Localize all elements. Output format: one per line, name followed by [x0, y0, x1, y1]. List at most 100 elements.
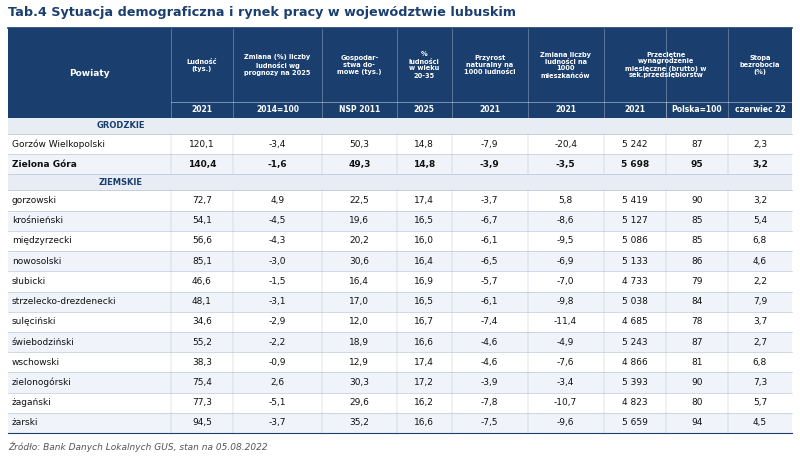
Text: 16,4: 16,4	[350, 277, 370, 286]
Text: 16,0: 16,0	[414, 237, 434, 245]
Text: 75,4: 75,4	[192, 378, 212, 387]
Text: -0,9: -0,9	[269, 358, 286, 367]
Bar	[8, 372, 792, 393]
Text: 2025: 2025	[414, 106, 434, 114]
Text: 18,9: 18,9	[350, 338, 370, 346]
Text: 120,1: 120,1	[189, 140, 214, 149]
Text: NSP 2011: NSP 2011	[338, 106, 380, 114]
Text: 90: 90	[691, 378, 702, 387]
Text: -5,1: -5,1	[269, 398, 286, 407]
Text: -1,5: -1,5	[269, 277, 286, 286]
Text: 2,2: 2,2	[753, 277, 767, 286]
Text: -7,8: -7,8	[481, 398, 498, 407]
Text: 34,6: 34,6	[192, 317, 212, 326]
Text: Ludność
(tys.): Ludność (tys.)	[186, 58, 217, 71]
Text: 5 242: 5 242	[622, 140, 647, 149]
Bar	[8, 118, 792, 134]
Bar	[8, 352, 792, 372]
Text: krośnieński: krośnieński	[12, 216, 63, 225]
Text: 6,8: 6,8	[753, 358, 767, 367]
Text: nowosolski: nowosolski	[12, 257, 62, 266]
Text: Przeciętne
wynagrodzenie
miesięczne (brutto) w
sek.przedsiębiorstw: Przeciętne wynagrodzenie miesięczne (bru…	[625, 51, 706, 79]
Text: 87: 87	[691, 140, 702, 149]
Text: -7,5: -7,5	[481, 419, 498, 427]
Text: słubicki: słubicki	[12, 277, 46, 286]
Text: 5 086: 5 086	[622, 237, 647, 245]
Text: 2021: 2021	[479, 106, 500, 114]
Text: 17,4: 17,4	[414, 196, 434, 205]
Text: -6,7: -6,7	[481, 216, 498, 225]
Text: -3,7: -3,7	[269, 419, 286, 427]
Text: 6,8: 6,8	[753, 237, 767, 245]
Text: 17,2: 17,2	[414, 378, 434, 387]
Bar	[8, 393, 792, 413]
Text: -7,6: -7,6	[557, 358, 574, 367]
Text: zielonogórski: zielonogórski	[12, 378, 72, 387]
Text: -3,9: -3,9	[480, 160, 499, 169]
Text: -4,3: -4,3	[269, 237, 286, 245]
Text: -3,5: -3,5	[556, 160, 575, 169]
Text: 56,6: 56,6	[192, 237, 212, 245]
Text: czerwiec 22: czerwiec 22	[734, 106, 786, 114]
Text: 4 823: 4 823	[622, 398, 647, 407]
Text: 7,9: 7,9	[753, 297, 767, 306]
Text: 2,7: 2,7	[753, 338, 767, 346]
Text: -9,6: -9,6	[557, 419, 574, 427]
Text: -6,9: -6,9	[557, 257, 574, 266]
Text: 4,5: 4,5	[753, 419, 767, 427]
Text: 5 393: 5 393	[622, 378, 647, 387]
Text: 48,1: 48,1	[192, 297, 212, 306]
Text: 16,9: 16,9	[414, 277, 434, 286]
Text: 38,3: 38,3	[192, 358, 212, 367]
Text: 35,2: 35,2	[350, 419, 370, 427]
Text: 4 866: 4 866	[622, 358, 647, 367]
Text: 17,4: 17,4	[414, 358, 434, 367]
Text: 87: 87	[691, 338, 702, 346]
Text: 12,9: 12,9	[350, 358, 370, 367]
Text: 95: 95	[690, 160, 703, 169]
Text: 16,6: 16,6	[414, 338, 434, 346]
Text: 2,3: 2,3	[753, 140, 767, 149]
Bar	[8, 413, 792, 433]
Bar	[8, 154, 792, 175]
Text: -4,5: -4,5	[269, 216, 286, 225]
Text: -7,9: -7,9	[481, 140, 498, 149]
Text: -7,0: -7,0	[557, 277, 574, 286]
Text: 55,2: 55,2	[192, 338, 212, 346]
Text: 16,5: 16,5	[414, 216, 434, 225]
Text: ZIEMSKIE: ZIEMSKIE	[98, 178, 142, 187]
Text: 78: 78	[691, 317, 702, 326]
Text: 4 685: 4 685	[622, 317, 647, 326]
Text: 5 127: 5 127	[622, 216, 647, 225]
Text: 46,6: 46,6	[192, 277, 212, 286]
Bar	[8, 312, 792, 332]
Bar	[8, 271, 792, 292]
Text: 5 133: 5 133	[622, 257, 647, 266]
Text: 29,6: 29,6	[350, 398, 370, 407]
Text: gorzowski: gorzowski	[12, 196, 57, 205]
Bar	[8, 332, 792, 352]
Text: 7,3: 7,3	[753, 378, 767, 387]
Text: 22,5: 22,5	[350, 196, 369, 205]
Text: Źródło: Bank Danych Lokalnych GUS, stan na 05.08.2022: Źródło: Bank Danych Lokalnych GUS, stan …	[8, 441, 268, 451]
Text: świebodziński: świebodziński	[12, 338, 75, 346]
Text: 79: 79	[691, 277, 702, 286]
Text: Gospodar-
stwa do-
mowe (tys.): Gospodar- stwa do- mowe (tys.)	[337, 55, 382, 75]
Text: Tab.4 Sytuacja demograficzna i rynek pracy w województwie lubuskim: Tab.4 Sytuacja demograficzna i rynek pra…	[8, 6, 516, 19]
Text: żagański: żagański	[12, 398, 52, 407]
Text: -3,7: -3,7	[481, 196, 498, 205]
Text: 2,6: 2,6	[270, 378, 285, 387]
Text: 30,3: 30,3	[350, 378, 370, 387]
Text: 2021: 2021	[191, 106, 213, 114]
Text: 86: 86	[691, 257, 702, 266]
Text: 5 698: 5 698	[621, 160, 649, 169]
Bar	[8, 231, 792, 251]
Text: 4,6: 4,6	[753, 257, 767, 266]
Text: Zmiana liczby
ludności na
1000
mieszkańców: Zmiana liczby ludności na 1000 mieszkańc…	[540, 51, 591, 79]
Text: -3,9: -3,9	[481, 378, 498, 387]
Text: Gorzów Wielkopolski: Gorzów Wielkopolski	[12, 139, 105, 149]
Text: 2021: 2021	[624, 106, 645, 114]
Bar	[8, 134, 792, 154]
Text: 5 659: 5 659	[622, 419, 647, 427]
Text: 54,1: 54,1	[192, 216, 212, 225]
